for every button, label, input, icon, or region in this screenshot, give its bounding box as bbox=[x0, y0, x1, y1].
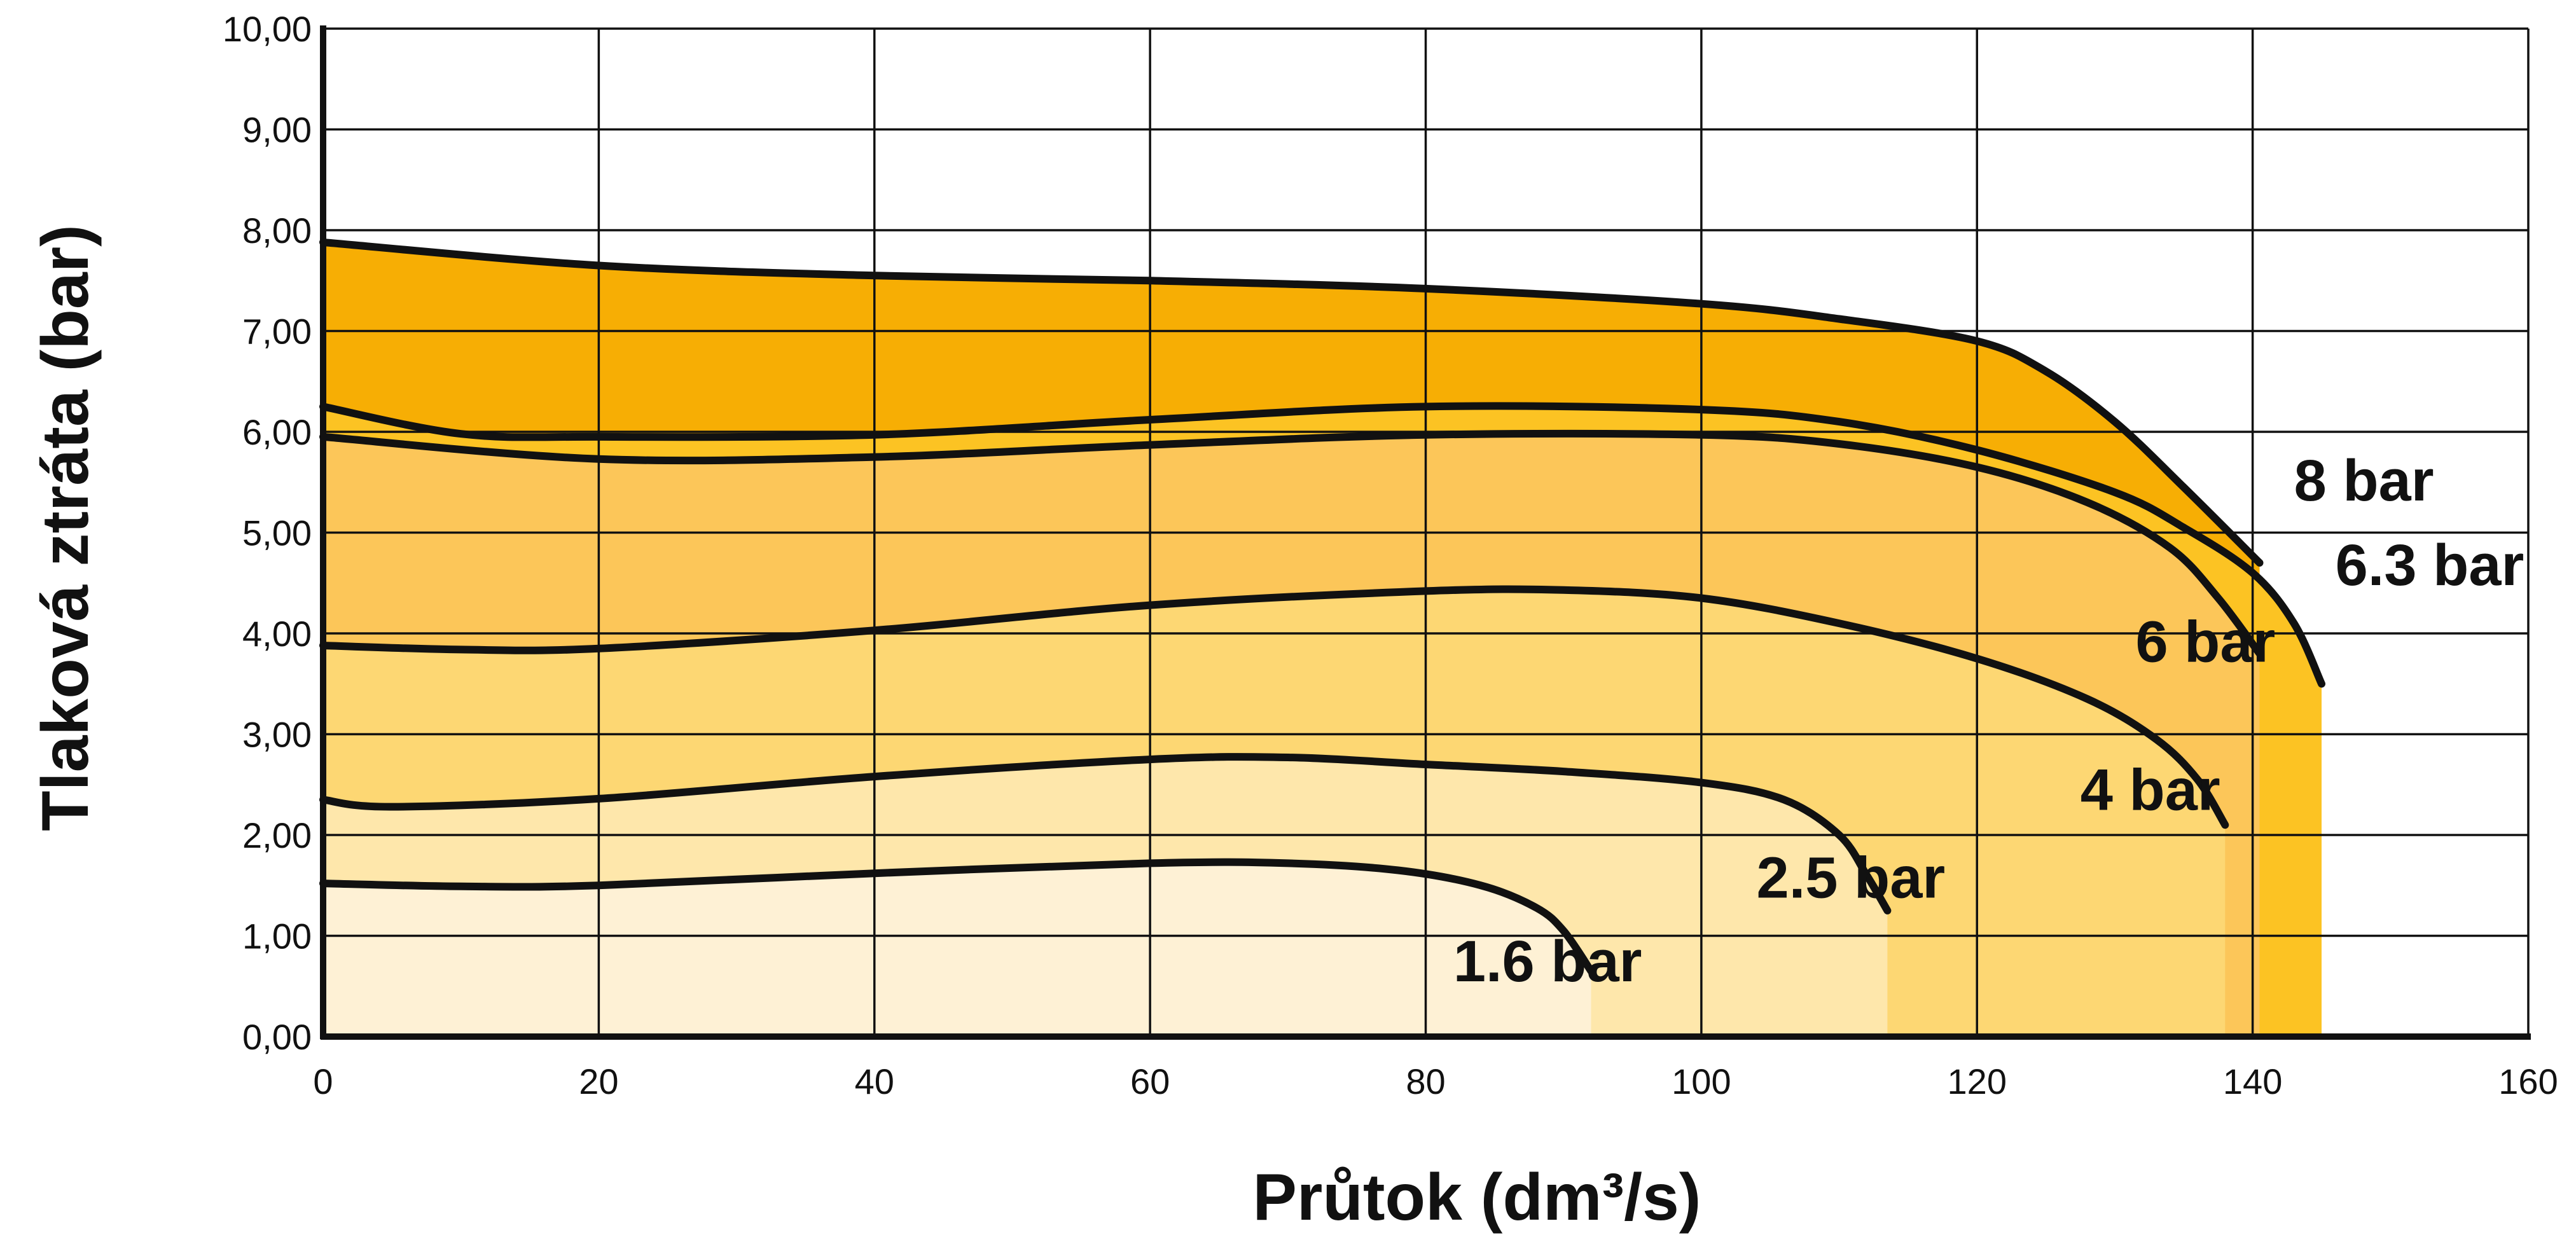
x-tick-label: 0 bbox=[313, 1061, 333, 1101]
y-tick-label: 4,00 bbox=[242, 614, 312, 654]
series-label-4: 4 bar bbox=[2081, 757, 2220, 822]
series-curve-3 bbox=[319, 429, 2264, 658]
series-curve-6 bbox=[319, 858, 1595, 975]
y-tick-label: 7,00 bbox=[242, 312, 312, 352]
series-curve-2 bbox=[319, 402, 2325, 688]
series-curves bbox=[319, 238, 2325, 975]
x-tick-label: 20 bbox=[579, 1061, 618, 1101]
y-tick-label: 2,00 bbox=[242, 815, 312, 855]
series-label-1: 8 bar bbox=[2294, 448, 2434, 513]
tick-labels: 0 20 40 60 80 100 120 140 160 0,00 1,00 2,00 3,00 4,0… bbox=[223, 9, 2558, 1101]
x-tick-label: 140 bbox=[2223, 1061, 2282, 1101]
x-tick-label: 100 bbox=[1672, 1061, 1731, 1101]
y-tick-label: 8,00 bbox=[242, 210, 312, 251]
series-label-3: 6 bar bbox=[2135, 609, 2275, 674]
y-tick-label: 9,00 bbox=[242, 110, 312, 150]
x-tick-label: 40 bbox=[855, 1061, 894, 1101]
x-axis-title: Průtok (dm³/s) bbox=[1253, 1161, 1701, 1234]
x-tick-label: 120 bbox=[1948, 1061, 2007, 1101]
series-label-5: 2.5 bar bbox=[1757, 845, 1946, 910]
x-tick-label: 160 bbox=[2498, 1061, 2558, 1101]
area-fill-6 bbox=[323, 862, 1591, 1037]
series-curve-1 bbox=[319, 238, 2264, 567]
series-curve-4 bbox=[319, 585, 2229, 829]
y-tick-label: 3,00 bbox=[242, 715, 312, 755]
series-label-2: 6.3 bar bbox=[2336, 533, 2524, 598]
y-axis-title: Tlaková ztráta (bar) bbox=[29, 224, 102, 831]
y-tick-label: 10,00 bbox=[223, 9, 312, 49]
grid-lines bbox=[322, 27, 2530, 1038]
axes bbox=[320, 25, 2531, 1040]
series-labels: 8 bar 6.3 bar 6 bar 4 bar 2.5 bar 1.6 bar bbox=[1453, 448, 2524, 994]
y-tick-label: 0,00 bbox=[242, 1017, 312, 1057]
series-label-6: 1.6 bar bbox=[1453, 929, 1642, 994]
x-tick-label: 60 bbox=[1130, 1061, 1170, 1101]
y-tick-label: 1,00 bbox=[242, 916, 312, 956]
series-curve-5 bbox=[319, 753, 1892, 914]
y-tick-label: 5,00 bbox=[242, 513, 312, 553]
x-tick-label: 80 bbox=[1406, 1061, 1445, 1101]
y-tick-label: 6,00 bbox=[242, 412, 312, 452]
